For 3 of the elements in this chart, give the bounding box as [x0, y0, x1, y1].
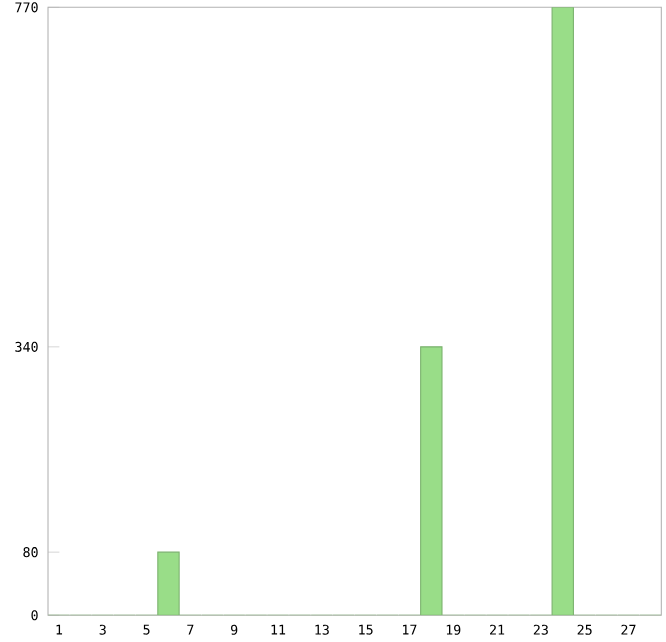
bar [157, 552, 180, 616]
bar [420, 346, 442, 616]
bar [552, 7, 574, 616]
